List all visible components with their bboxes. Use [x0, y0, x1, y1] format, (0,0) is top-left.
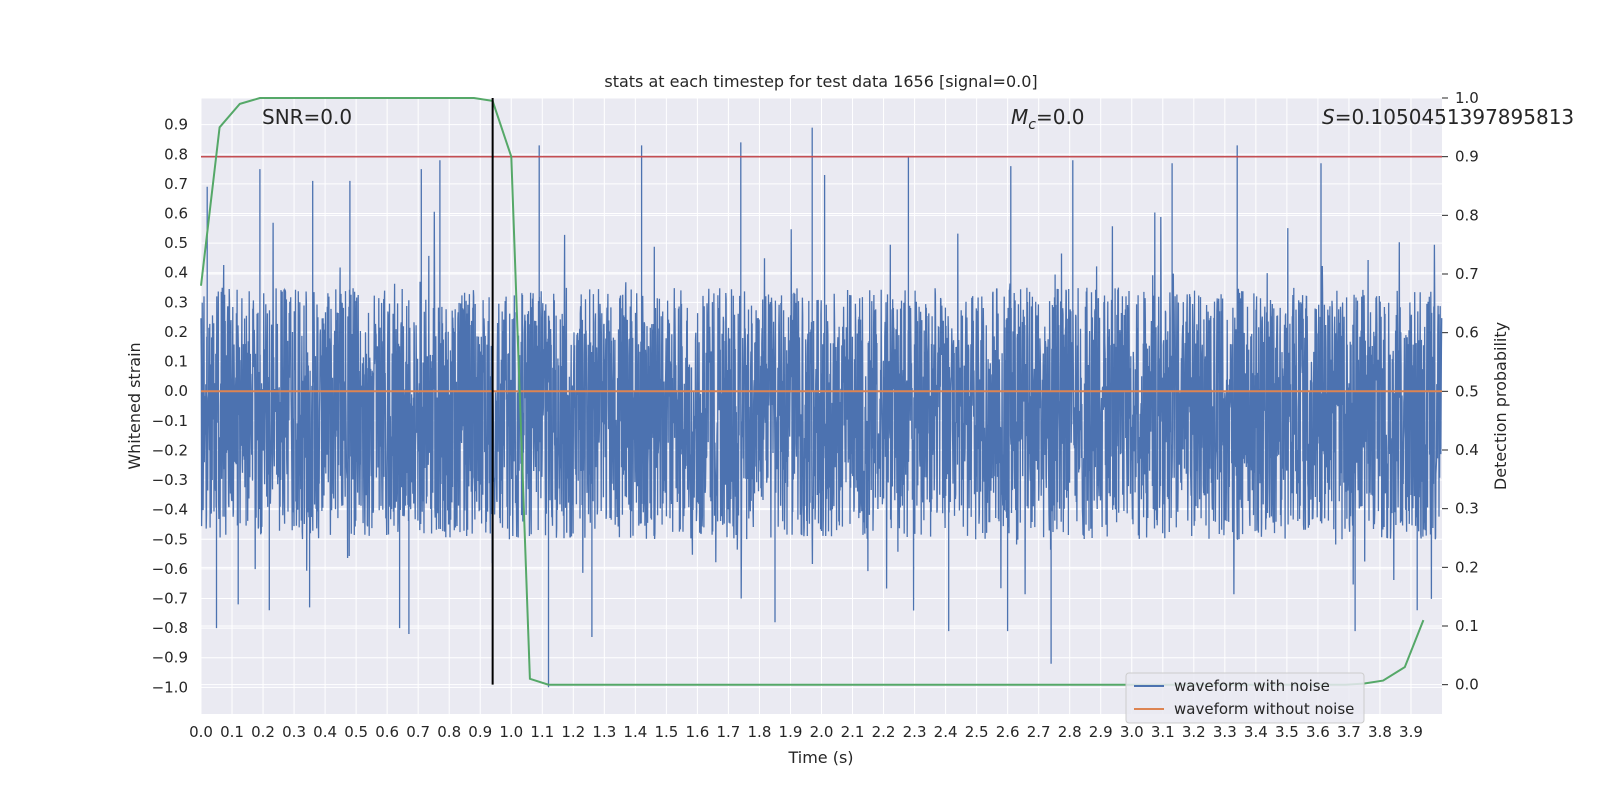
y-tick-label: −0.2 — [152, 441, 188, 459]
y-tick-label: −0.6 — [152, 560, 188, 578]
y2-tick-labels: 1.0 0.9 0.8 0.7 0.6 0.5 0.4 0.3 0.2 0.1 0.0 — [1455, 89, 1479, 694]
x-tick-label: 3.2 — [1182, 723, 1206, 741]
y-tick-label: 0.4 — [164, 264, 188, 282]
y2-tick-label: 1.0 — [1455, 89, 1479, 107]
x-tick-label: 3.0 — [1120, 723, 1144, 741]
x-tick-label: 0.1 — [220, 723, 244, 741]
x-tick-label: 1.9 — [779, 723, 803, 741]
s-symbol: S — [1322, 105, 1335, 129]
chart-title: stats at each timestep for test data 165… — [604, 72, 1037, 91]
x-tick-label: 3.1 — [1151, 723, 1175, 741]
y2-tick-label: 0.2 — [1455, 558, 1479, 576]
x-axis-label: Time (s) — [787, 748, 853, 767]
y-tick-label: 0.3 — [164, 293, 188, 311]
x-tick-label: 2.7 — [1027, 723, 1051, 741]
y-tick-label: −0.9 — [152, 649, 188, 667]
x-tick-label: 2.8 — [1058, 723, 1082, 741]
x-tick-label: 0.8 — [437, 723, 461, 741]
noise-waveform-line — [200, 127, 1443, 688]
s-value: =0.1050451397895813 — [1335, 105, 1574, 129]
legend-label-clean: waveform without noise — [1174, 700, 1354, 718]
y-tick-label: 0.9 — [164, 116, 188, 134]
x-tick-label: 3.5 — [1275, 723, 1299, 741]
x-tick-label: 1.3 — [592, 723, 616, 741]
y2-tick-label: 0.4 — [1455, 441, 1479, 459]
x-tick-label: 1.1 — [530, 723, 554, 741]
x-tick-label: 0.3 — [282, 723, 306, 741]
y-tick-label: 0.7 — [164, 175, 188, 193]
x-tick-label: 2.3 — [903, 723, 927, 741]
y-tick-label: 0.6 — [164, 205, 188, 223]
x-tick-label: 3.9 — [1399, 723, 1423, 741]
legend-label-noise: waveform with noise — [1174, 677, 1330, 695]
x-tick-label: 3.7 — [1337, 723, 1361, 741]
x-tick-label: 3.6 — [1306, 723, 1330, 741]
y-tick-label: −0.8 — [152, 619, 188, 637]
x-tick-label: 2.6 — [996, 723, 1020, 741]
y-tick-label: 0.0 — [164, 382, 188, 400]
y-tick-label: 0.1 — [164, 353, 188, 371]
x-tick-label: 1.4 — [623, 723, 647, 741]
y2-tick-label: 0.1 — [1455, 617, 1479, 635]
y-tick-label: −0.3 — [152, 471, 188, 489]
y-tick-label: −1.0 — [152, 678, 188, 696]
y-tick-label: −0.7 — [152, 590, 188, 608]
y2-tick-label: 0.5 — [1455, 382, 1479, 400]
x-tick-label: 2.1 — [841, 723, 865, 741]
x-tick-label: 2.4 — [934, 723, 958, 741]
series-waveform-with-noise — [200, 127, 1443, 688]
x-tick-label: 0.7 — [406, 723, 430, 741]
y-tick-label: −0.4 — [152, 501, 188, 519]
x-tick-label: 0.9 — [468, 723, 492, 741]
legend: waveform with noise waveform without noi… — [1125, 672, 1365, 724]
y-tick-label: −0.5 — [152, 530, 188, 548]
x-tick-label: 3.3 — [1213, 723, 1237, 741]
x-tick-label: 1.6 — [685, 723, 709, 741]
y-axis-label: Whitened strain — [125, 342, 144, 469]
x-tick-label: 0.4 — [313, 723, 337, 741]
chirp-mass-value: =0.0 — [1036, 105, 1085, 129]
x-tick-label: 2.2 — [872, 723, 896, 741]
y2-tick-label: 0.7 — [1455, 265, 1479, 283]
x-tick-label: 3.4 — [1244, 723, 1268, 741]
y2-tick-label: 0.6 — [1455, 324, 1479, 342]
chirp-mass-subscript: c — [1028, 117, 1036, 133]
legend-frame — [1125, 672, 1365, 724]
x-tick-label: 3.8 — [1368, 723, 1392, 741]
y2-axis-label: Detection probability — [1491, 322, 1510, 490]
snr-annotation: SNR=0.0 — [262, 105, 352, 129]
s-annotation: S=0.1050451397895813 — [1322, 105, 1574, 129]
y2-tick-label: 0.3 — [1455, 500, 1479, 518]
y-tick-label: 0.8 — [164, 145, 188, 163]
x-tick-label: 1.8 — [748, 723, 772, 741]
x-tick-label: 0.2 — [251, 723, 275, 741]
x-tick-label: 1.5 — [654, 723, 678, 741]
x-tick-label: 0.0 — [189, 723, 213, 741]
y2-tick-label: 0.0 — [1455, 676, 1479, 694]
y-tick-label: 0.5 — [164, 234, 188, 252]
x-tick-label: 0.5 — [344, 723, 368, 741]
chirp-mass-annotation: Mc=0.0 — [1011, 105, 1085, 133]
y2-tick-label: 0.9 — [1455, 148, 1479, 166]
y-tick-label: 0.2 — [164, 323, 188, 341]
y2-tick-label: 0.8 — [1455, 206, 1479, 224]
x-tick-label: 2.0 — [810, 723, 834, 741]
y-tick-labels: 0.9 0.8 0.7 0.6 0.5 0.4 0.3 0.2 0.1 0.0 −0.1 −0.2 −0… — [152, 116, 188, 697]
chirp-mass-symbol: M — [1011, 105, 1028, 129]
x-tick-label: 2.9 — [1089, 723, 1113, 741]
y-tick-label: −0.1 — [152, 412, 188, 430]
x-tick-label: 1.7 — [716, 723, 740, 741]
x-tick-label: 0.6 — [375, 723, 399, 741]
x-tick-label: 1.0 — [499, 723, 523, 741]
x-tick-labels: 0.0 0.1 0.2 0.3 0.4 0.5 0.6 0.7 0.8 0.9 1.0 1.1 1.2 1… — [189, 723, 1423, 741]
x-tick-label: 1.2 — [561, 723, 585, 741]
x-tick-label: 2.5 — [965, 723, 989, 741]
